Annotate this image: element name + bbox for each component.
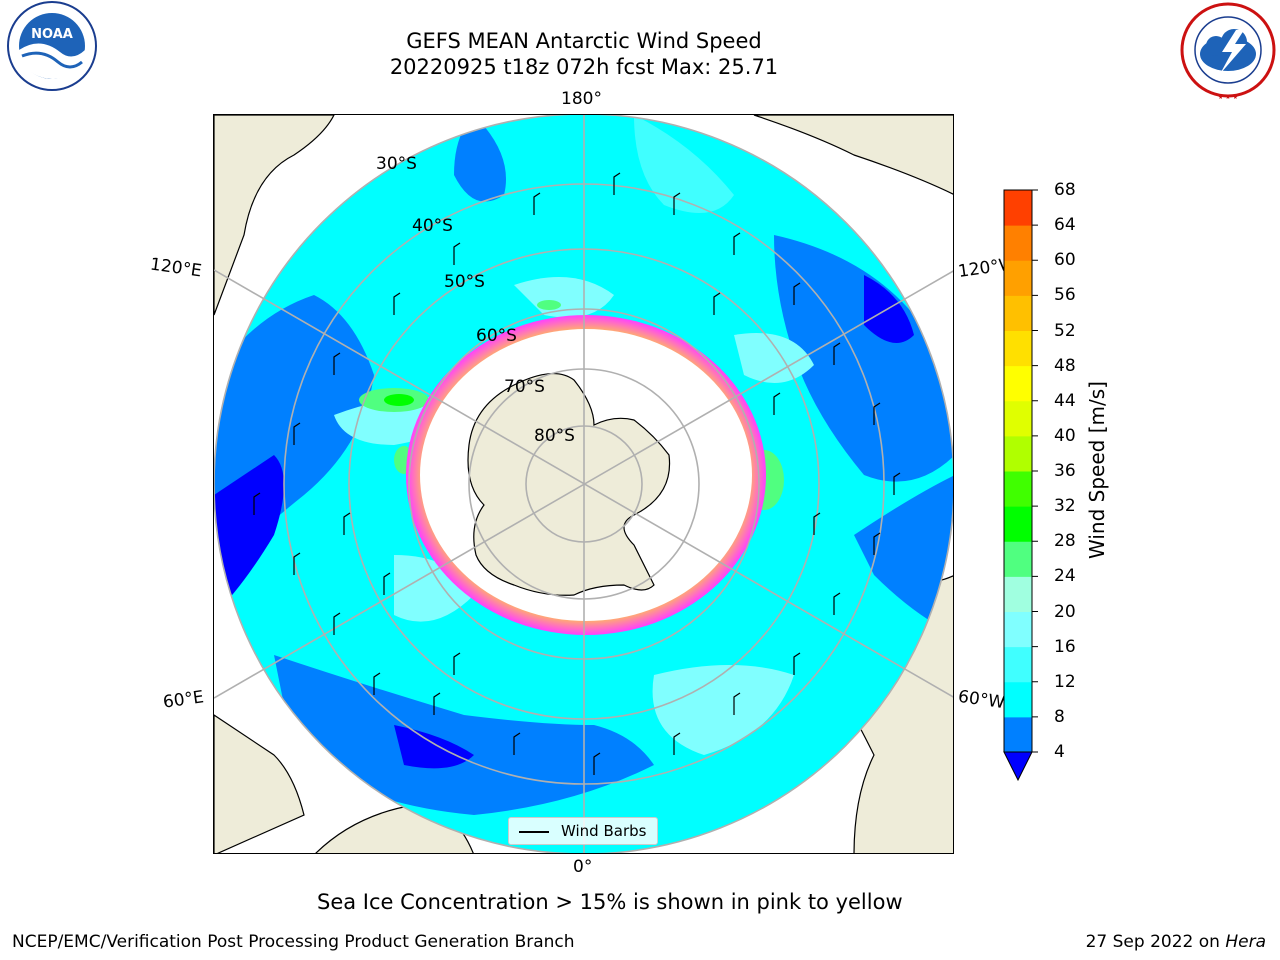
wind-barbs — [253, 172, 901, 775]
colorbar-segment — [1004, 541, 1032, 577]
colorbar-tick-label: 20 — [1054, 601, 1076, 622]
colorbar — [1003, 189, 1038, 782]
lon-label-0: 0° — [573, 857, 593, 877]
footer-date: 27 Sep 2022 on Hera — [1086, 932, 1266, 952]
colorbar-tick-label: 48 — [1054, 355, 1076, 376]
colorbar-segment — [1004, 576, 1032, 612]
colorbar-segment — [1004, 190, 1032, 226]
map-legend: Wind Barbs — [508, 817, 658, 845]
footer-date-text: 27 Sep 2022 on — [1085, 932, 1220, 952]
latitude-labels: 30°S 40°S 50°S 60°S 70°S 80°S — [376, 154, 575, 446]
svg-text:60°S: 60°S — [476, 326, 517, 346]
sea-ice-note: Sea Ice Concentration > 15% is shown in … — [317, 890, 903, 914]
footer-machine: Hera — [1225, 932, 1266, 952]
lon-label-120e: 120°E — [148, 254, 203, 282]
graticule — [214, 115, 953, 853]
nws-logo: ★ ★ ★ — [1180, 2, 1276, 101]
colorbar-segment — [1004, 225, 1032, 261]
colorbar-tick-label: 64 — [1054, 215, 1076, 236]
colorbar-segment — [1004, 435, 1032, 472]
colorbar-segment — [1004, 681, 1032, 718]
colorbar-tick-label: 40 — [1054, 425, 1076, 446]
colorbar-tick-label: 4 — [1054, 742, 1065, 762]
colorbar-segment — [1004, 330, 1032, 367]
colorbar-segment — [1004, 646, 1032, 683]
colorbar-segment — [1004, 365, 1032, 402]
colorbar-tick-label: 60 — [1054, 250, 1076, 271]
colorbar-tick-label: 36 — [1054, 461, 1076, 481]
colorbar-segment — [1004, 260, 1032, 296]
svg-text:70°S: 70°S — [504, 377, 545, 397]
lon-label-60e: 60°E — [161, 687, 206, 713]
svg-text:NOAA: NOAA — [31, 27, 73, 42]
colorbar-tick-label: 12 — [1054, 671, 1076, 692]
colorbar-tick-label: 32 — [1054, 496, 1076, 517]
colorbar-segment — [1004, 716, 1032, 753]
colorbar-tick-label: 52 — [1054, 320, 1076, 341]
legend-barb-line — [519, 831, 549, 833]
noaa-logo: NOAA — [7, 1, 97, 91]
colorbar-segment — [1004, 295, 1032, 331]
map-subtitle: 20220925 t18z 072h fcst Max: 25.71 — [389, 55, 779, 79]
colorbar-segment — [1004, 400, 1032, 437]
map-title: GEFS MEAN Antarctic Wind Speed — [406, 29, 762, 53]
colorbar-tick-label: 44 — [1054, 390, 1076, 411]
colorbar-segment — [1004, 611, 1032, 648]
map-canvas: 30°S 40°S 50°S 60°S 70°S 80°S — [214, 115, 953, 853]
colorbar-tick-label: 68 — [1054, 180, 1076, 200]
legend-label: Wind Barbs — [561, 822, 647, 840]
colorbar-label: Wind Speed [m/s] — [1085, 381, 1109, 559]
svg-text:★ ★ ★: ★ ★ ★ — [1218, 94, 1238, 101]
colorbar-tick-label: 8 — [1054, 706, 1065, 727]
colorbar-tick-label: 24 — [1054, 566, 1076, 587]
colorbar-underflow — [1003, 751, 1033, 782]
svg-text:80°S: 80°S — [534, 426, 575, 446]
polar-map: 30°S 40°S 50°S 60°S 70°S 80°S — [213, 114, 954, 854]
svg-text:30°S: 30°S — [376, 154, 417, 174]
colorbar-segment — [1004, 471, 1032, 507]
colorbar-segment — [1004, 506, 1032, 542]
antarctica-land — [467, 372, 671, 596]
lon-label-180: 180° — [561, 89, 602, 109]
svg-text:50°S: 50°S — [444, 272, 485, 292]
colorbar-tick-label: 56 — [1054, 285, 1076, 306]
colorbar-tick-label: 28 — [1054, 531, 1076, 552]
colorbar-tick-label: 16 — [1054, 636, 1076, 657]
footer-credit: NCEP/EMC/Verification Post Processing Pr… — [12, 932, 575, 952]
svg-text:40°S: 40°S — [412, 216, 453, 236]
